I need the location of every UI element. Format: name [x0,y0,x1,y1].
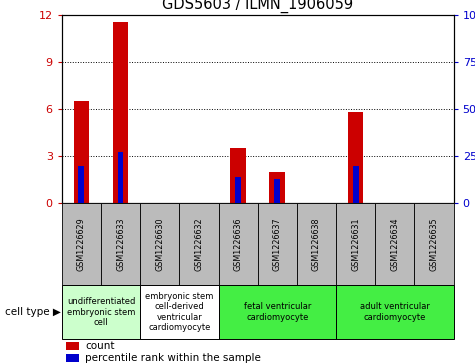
Bar [66,354,79,362]
Text: embryonic stem
cell-derived
ventricular
cardiomyocyte: embryonic stem cell-derived ventricular … [145,292,213,332]
FancyBboxPatch shape [218,203,257,285]
Text: GSM1226630: GSM1226630 [155,217,164,271]
FancyBboxPatch shape [297,203,336,285]
FancyBboxPatch shape [62,203,101,285]
Text: GSM1226632: GSM1226632 [194,217,203,271]
Text: GSM1226629: GSM1226629 [77,217,86,271]
Text: GSM1226638: GSM1226638 [312,217,321,271]
Bar [66,342,79,350]
FancyBboxPatch shape [140,285,218,339]
FancyBboxPatch shape [375,203,414,285]
Text: GSM1226633: GSM1226633 [116,217,125,271]
Text: percentile rank within the sample: percentile rank within the sample [86,353,261,363]
Bar [235,177,241,203]
Bar [353,166,359,203]
Title: GDS5603 / ILMN_1906059: GDS5603 / ILMN_1906059 [162,0,353,13]
FancyBboxPatch shape [336,203,375,285]
Text: GSM1226631: GSM1226631 [351,217,360,271]
Bar [113,23,128,203]
FancyBboxPatch shape [218,285,336,339]
Text: cell type ▶: cell type ▶ [5,307,61,317]
Text: fetal ventricular
cardiomyocyte: fetal ventricular cardiomyocyte [244,302,311,322]
Bar [348,112,363,203]
Text: count: count [86,341,115,351]
Text: GSM1226634: GSM1226634 [390,217,399,271]
Text: GSM1226635: GSM1226635 [429,217,438,271]
FancyBboxPatch shape [101,203,140,285]
FancyBboxPatch shape [140,203,180,285]
Bar [269,172,285,203]
FancyBboxPatch shape [62,285,140,339]
FancyBboxPatch shape [414,203,454,285]
FancyBboxPatch shape [336,285,454,339]
Bar [74,101,89,203]
Bar [275,179,280,203]
Bar [118,152,124,203]
Text: adult ventricular
cardiomyocyte: adult ventricular cardiomyocyte [360,302,430,322]
FancyBboxPatch shape [257,203,297,285]
Text: GSM1226636: GSM1226636 [234,217,243,271]
FancyBboxPatch shape [180,203,219,285]
Text: undifferentiated
embryonic stem
cell: undifferentiated embryonic stem cell [67,297,135,327]
Bar [230,148,246,203]
Text: GSM1226637: GSM1226637 [273,217,282,271]
Bar [78,166,84,203]
